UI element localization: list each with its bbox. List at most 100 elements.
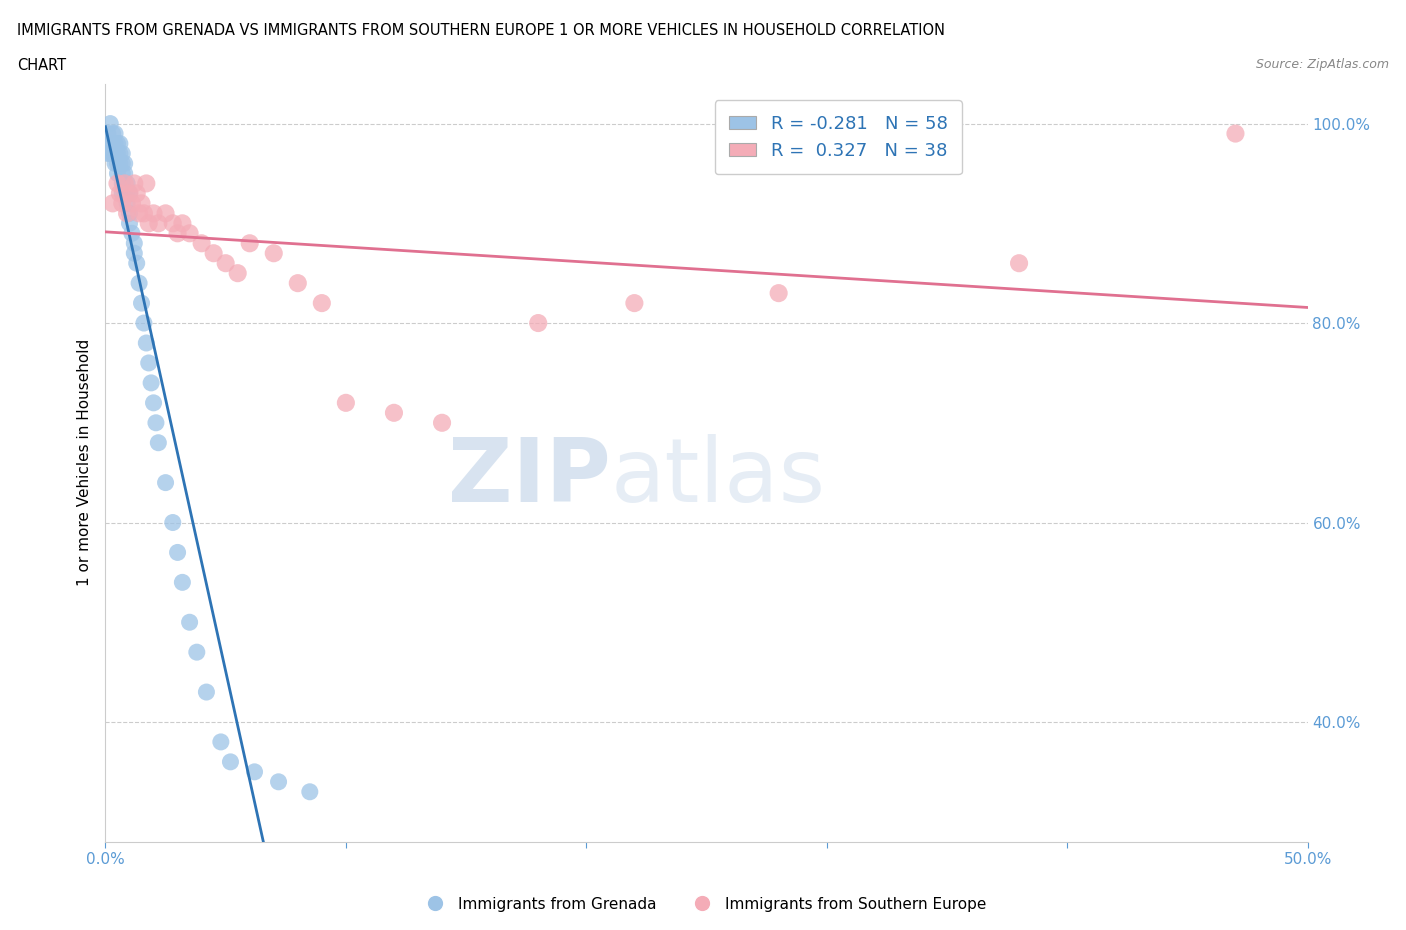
Text: IMMIGRANTS FROM GRENADA VS IMMIGRANTS FROM SOUTHERN EUROPE 1 OR MORE VEHICLES IN: IMMIGRANTS FROM GRENADA VS IMMIGRANTS FR…	[17, 23, 945, 38]
Legend: R = -0.281   N = 58, R =  0.327   N = 38: R = -0.281 N = 58, R = 0.327 N = 38	[714, 100, 962, 174]
Point	[298, 784, 321, 799]
Point	[118, 186, 141, 201]
Point	[155, 475, 177, 490]
Point	[98, 146, 121, 161]
Point	[142, 395, 165, 410]
Point	[219, 754, 242, 769]
Point	[131, 196, 153, 211]
Point	[111, 196, 134, 211]
Point	[132, 315, 155, 330]
Point	[287, 275, 309, 290]
Point	[107, 146, 129, 161]
Point	[124, 246, 146, 260]
Point	[239, 236, 262, 251]
Point	[131, 296, 153, 311]
Point	[118, 206, 141, 220]
Point	[118, 216, 141, 231]
Point	[115, 206, 138, 220]
Point	[768, 286, 790, 300]
Text: Source: ZipAtlas.com: Source: ZipAtlas.com	[1256, 58, 1389, 71]
Point	[148, 435, 170, 450]
Y-axis label: 1 or more Vehicles in Household: 1 or more Vehicles in Household	[77, 339, 93, 586]
Point	[98, 136, 121, 151]
Point	[111, 166, 134, 181]
Point	[111, 146, 134, 161]
Point	[430, 416, 453, 431]
Point	[98, 116, 121, 131]
Point	[114, 186, 136, 201]
Point	[121, 196, 143, 211]
Point	[111, 186, 134, 201]
Point	[263, 246, 285, 260]
Point	[138, 216, 160, 231]
Point	[104, 126, 127, 141]
Point	[107, 166, 129, 181]
Point	[166, 226, 188, 241]
Point	[202, 246, 225, 260]
Point	[114, 166, 136, 181]
Point	[107, 136, 129, 151]
Point	[623, 296, 645, 311]
Point	[1008, 256, 1031, 271]
Point	[111, 176, 134, 191]
Point	[172, 216, 194, 231]
Point	[311, 296, 333, 311]
Point	[104, 146, 127, 161]
Point	[118, 186, 141, 201]
Point	[166, 545, 188, 560]
Point	[214, 256, 236, 271]
Point	[145, 416, 167, 431]
Point	[155, 206, 177, 220]
Point	[107, 156, 129, 171]
Point	[1225, 126, 1247, 141]
Point	[128, 275, 150, 290]
Point	[104, 136, 127, 151]
Point	[108, 156, 131, 171]
Point	[97, 126, 120, 141]
Point	[114, 156, 136, 171]
Point	[226, 266, 249, 281]
Point	[101, 136, 124, 151]
Text: CHART: CHART	[17, 58, 66, 73]
Point	[527, 315, 550, 330]
Point	[124, 176, 146, 191]
Point	[335, 395, 357, 410]
Point	[162, 515, 184, 530]
Text: ZIP: ZIP	[447, 434, 610, 522]
Point	[115, 186, 138, 201]
Point	[209, 735, 232, 750]
Point	[97, 146, 120, 161]
Point	[125, 186, 148, 201]
Point	[111, 156, 134, 171]
Point	[121, 226, 143, 241]
Point	[382, 405, 405, 420]
Point	[135, 176, 157, 191]
Point	[128, 206, 150, 220]
Point	[115, 196, 138, 211]
Point	[138, 355, 160, 370]
Point	[243, 764, 266, 779]
Point	[172, 575, 194, 590]
Point	[108, 146, 131, 161]
Point	[107, 176, 129, 191]
Point	[179, 226, 201, 241]
Point	[142, 206, 165, 220]
Point	[104, 156, 127, 171]
Point	[162, 216, 184, 231]
Point	[114, 176, 136, 191]
Point	[124, 236, 146, 251]
Point	[139, 376, 162, 391]
Point	[179, 615, 201, 630]
Point	[132, 206, 155, 220]
Text: atlas: atlas	[610, 434, 825, 522]
Point	[101, 196, 124, 211]
Legend: Immigrants from Grenada, Immigrants from Southern Europe: Immigrants from Grenada, Immigrants from…	[413, 891, 993, 918]
Point	[115, 176, 138, 191]
Point	[267, 775, 290, 790]
Point	[190, 236, 212, 251]
Point	[101, 146, 124, 161]
Point	[135, 336, 157, 351]
Point	[101, 126, 124, 141]
Point	[186, 644, 208, 659]
Point	[195, 684, 218, 699]
